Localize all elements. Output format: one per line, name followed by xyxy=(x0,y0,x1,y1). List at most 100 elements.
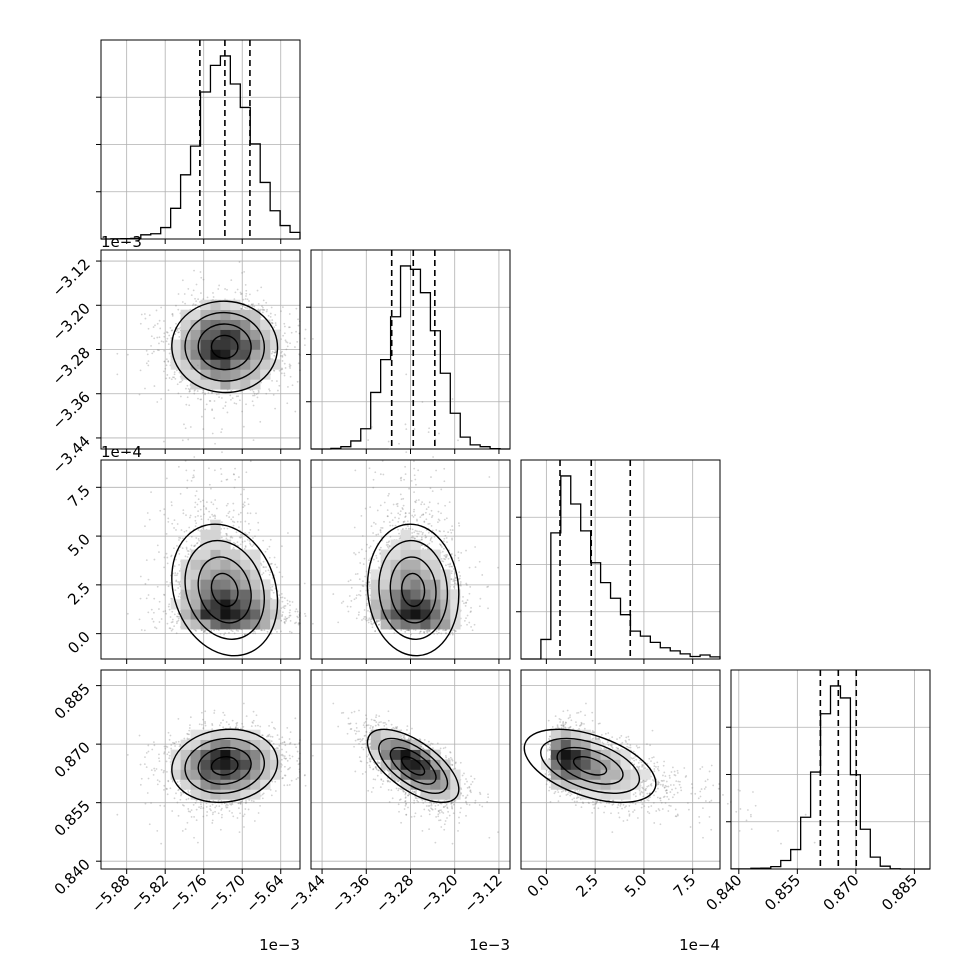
sample-point xyxy=(163,336,165,338)
sample-point xyxy=(149,314,151,316)
sample-point xyxy=(156,337,158,339)
sample-point xyxy=(283,353,285,355)
sample-point xyxy=(193,290,195,292)
sample-point xyxy=(298,362,300,364)
sample-point xyxy=(270,316,272,318)
sample-point xyxy=(151,352,153,354)
sample-point xyxy=(204,408,206,410)
sample-point xyxy=(168,335,170,337)
sample-point xyxy=(229,395,231,397)
sample-point xyxy=(257,290,259,292)
sample-point xyxy=(273,326,275,328)
sample-point xyxy=(295,331,297,333)
sample-point xyxy=(270,313,272,315)
sample-point xyxy=(207,296,209,298)
sample-point xyxy=(218,285,220,287)
sample-point xyxy=(224,288,226,290)
sample-point xyxy=(253,306,255,308)
sample-point xyxy=(140,323,142,325)
sample-point xyxy=(245,298,247,300)
sample-point xyxy=(207,392,209,394)
sample-point xyxy=(249,293,251,295)
sample-point xyxy=(226,289,228,291)
sample-point xyxy=(282,335,284,337)
sample-point xyxy=(182,379,184,381)
sample-point xyxy=(172,315,174,317)
sample-point xyxy=(185,388,187,390)
sample-point xyxy=(188,404,190,406)
sample-point xyxy=(243,299,245,301)
sample-point xyxy=(271,380,273,382)
sample-point xyxy=(263,299,265,301)
sample-point xyxy=(150,345,152,347)
sample-point xyxy=(175,305,177,307)
sample-point xyxy=(164,368,166,370)
sample-point xyxy=(127,354,129,356)
sample-point xyxy=(245,307,247,309)
sample-point xyxy=(146,350,148,352)
corner-plot: −5.88−5.82−5.76−5.70−5.641e−3−3.44−3.36−… xyxy=(0,0,970,970)
sample-point xyxy=(187,396,189,398)
sample-point xyxy=(289,313,291,315)
sample-point xyxy=(227,412,229,414)
sample-point xyxy=(218,393,220,395)
sample-point xyxy=(176,369,178,371)
sample-point xyxy=(197,298,199,300)
sample-point xyxy=(294,411,296,413)
sample-point xyxy=(275,322,277,324)
sample-point xyxy=(169,377,171,379)
sample-point xyxy=(279,370,281,372)
sample-point xyxy=(191,294,193,296)
sample-point xyxy=(242,305,244,307)
sample-point xyxy=(265,302,267,304)
sample-point xyxy=(156,310,158,312)
sample-point xyxy=(239,399,241,401)
sample-point xyxy=(154,324,156,326)
sample-point xyxy=(280,355,282,357)
hist-panel-0 xyxy=(96,40,300,244)
sample-point xyxy=(182,279,184,281)
sample-point xyxy=(206,403,208,405)
sample-point xyxy=(237,289,239,291)
sample-point xyxy=(144,313,146,315)
sample-point xyxy=(286,402,288,404)
sample-point xyxy=(245,403,247,405)
sample-point xyxy=(195,300,197,302)
sample-point xyxy=(235,403,237,405)
sample-point xyxy=(151,335,153,337)
sample-point xyxy=(294,346,296,348)
sample-point xyxy=(146,362,148,364)
sample-point xyxy=(171,378,173,380)
sample-point xyxy=(269,390,271,392)
sample-point xyxy=(182,301,184,303)
sample-point xyxy=(211,409,213,411)
sample-point xyxy=(252,400,254,402)
sample-point xyxy=(178,336,180,338)
sample-point xyxy=(153,338,155,340)
sample-point xyxy=(153,351,155,353)
sample-point xyxy=(252,395,254,397)
sample-point xyxy=(234,402,236,404)
sample-point xyxy=(187,288,189,290)
sample-point xyxy=(174,373,176,375)
sample-point xyxy=(245,295,247,297)
sample-point xyxy=(289,342,291,344)
scatter-panel-1-0 xyxy=(96,250,314,454)
sample-point xyxy=(285,367,287,369)
sample-point xyxy=(260,286,262,288)
sample-point xyxy=(284,375,286,377)
sample-point xyxy=(282,360,284,362)
sample-point xyxy=(139,394,141,396)
sample-point xyxy=(166,340,168,342)
sample-point xyxy=(304,338,306,340)
sample-point xyxy=(180,381,182,383)
sample-point xyxy=(282,306,284,308)
sample-point xyxy=(253,391,255,393)
sample-point xyxy=(268,388,270,390)
sample-point xyxy=(274,408,276,410)
sample-point xyxy=(184,293,186,295)
sample-point xyxy=(273,370,275,372)
sample-point xyxy=(271,319,273,321)
sample-point xyxy=(273,355,275,357)
sample-point xyxy=(166,374,168,376)
